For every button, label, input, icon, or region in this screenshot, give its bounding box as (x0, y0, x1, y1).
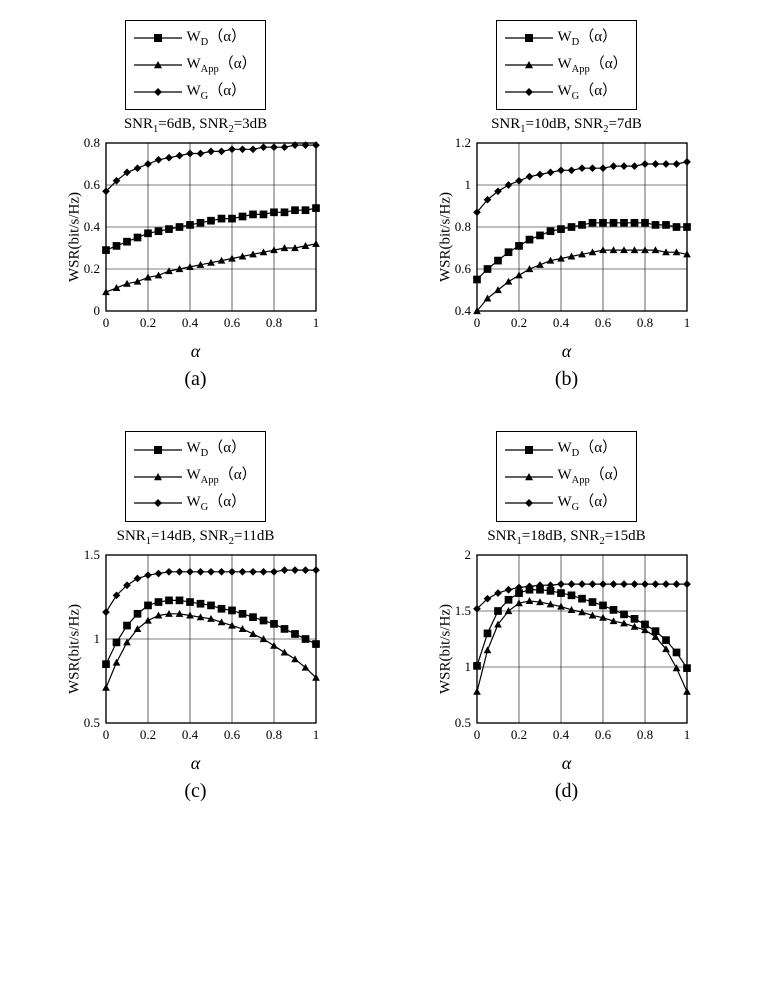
legend-label: WApp（α） (557, 463, 627, 490)
svg-text:0.5: 0.5 (454, 715, 470, 730)
caption: (b) (555, 368, 578, 391)
svg-text:1: 1 (312, 315, 319, 330)
legend-label: WG（α） (557, 79, 617, 106)
legend-label: WG（α） (186, 79, 246, 106)
subtitle: SNR1=18dB, SNR2=15dB (487, 528, 645, 547)
legend: WD（α） WApp（α） WG（α） (125, 431, 265, 521)
legend-row: WApp（α） (505, 463, 627, 490)
chart-c: 0 0.2 0.4 0.6 0.8 1 0.5 1 1.5 (66, 549, 326, 749)
svg-text:1.2: 1.2 (454, 137, 470, 150)
legend-row: WD（α） (505, 25, 627, 52)
svg-text:1: 1 (312, 727, 319, 742)
caption: (a) (184, 368, 206, 391)
svg-text:1: 1 (683, 315, 690, 330)
xlabel: α (562, 753, 571, 774)
legend-label: WG（α） (186, 490, 246, 517)
svg-text:0.6: 0.6 (594, 315, 611, 330)
panel-b: WD（α） WApp（α） WG（α） SNR1=10dB, SNR2=7dB … (391, 20, 742, 391)
svg-text:0.6: 0.6 (223, 727, 240, 742)
legend-label: WD（α） (557, 25, 617, 52)
legend-row: WD（α） (134, 25, 256, 52)
caption: (c) (184, 780, 206, 803)
svg-text:0.2: 0.2 (83, 261, 99, 276)
xlabel: α (562, 341, 571, 362)
xlabel: α (191, 753, 200, 774)
svg-text:0.6: 0.6 (454, 261, 471, 276)
subtitle: SNR1=14dB, SNR2=11dB (117, 528, 275, 547)
chart-wrap: WSR(bit/s/Hz) 0 0.2 0.4 0.6 0.8 1 0.4 0.6 0.8 1 1.… (437, 137, 697, 337)
legend: WD（α） WApp（α） WG（α） (125, 20, 265, 110)
legend-row: WApp（α） (505, 52, 627, 79)
legend-label: WD（α） (186, 25, 246, 52)
svg-text:0: 0 (102, 315, 109, 330)
chart-grid: WD（α） WApp（α） WG（α） SNR1=6dB, SNR2=3dB W… (20, 20, 742, 803)
panel-a: WD（α） WApp（α） WG（α） SNR1=6dB, SNR2=3dB W… (20, 20, 371, 391)
svg-text:1: 1 (464, 177, 471, 192)
legend-label: WG（α） (557, 490, 617, 517)
svg-text:0.2: 0.2 (510, 315, 526, 330)
svg-text:0.8: 0.8 (636, 315, 652, 330)
svg-text:0.4: 0.4 (181, 315, 198, 330)
panel-d: WD（α） WApp（α） WG（α） SNR1=18dB, SNR2=15dB… (391, 431, 742, 802)
ylabel: WSR(bit/s/Hz) (437, 192, 454, 282)
svg-text:0.8: 0.8 (265, 315, 281, 330)
legend-row: WD（α） (134, 436, 256, 463)
svg-text:1: 1 (683, 727, 690, 742)
ylabel: WSR(bit/s/Hz) (437, 604, 454, 694)
svg-text:0.8: 0.8 (265, 727, 281, 742)
legend-label: WApp（α） (557, 52, 627, 79)
legend-row: WD（α） (505, 436, 627, 463)
svg-text:0.6: 0.6 (223, 315, 240, 330)
svg-text:0: 0 (473, 727, 480, 742)
subtitle: SNR1=10dB, SNR2=7dB (491, 116, 642, 135)
legend-label: WD（α） (186, 436, 246, 463)
legend-label: WApp（α） (186, 463, 256, 490)
legend: WD（α） WApp（α） WG（α） (496, 20, 636, 110)
svg-text:0.4: 0.4 (83, 219, 100, 234)
chart-b: 0 0.2 0.4 0.6 0.8 1 0.4 0.6 0.8 1 1.2 (437, 137, 697, 337)
svg-text:2: 2 (464, 549, 471, 562)
xlabel: α (191, 341, 200, 362)
svg-text:0.5: 0.5 (83, 715, 99, 730)
legend: WD（α） WApp（α） WG（α） (496, 431, 636, 521)
svg-text:0.8: 0.8 (83, 137, 99, 150)
svg-text:0.2: 0.2 (139, 727, 155, 742)
ylabel: WSR(bit/s/Hz) (66, 604, 83, 694)
svg-text:0.8: 0.8 (636, 727, 652, 742)
legend-row: WApp（α） (134, 463, 256, 490)
svg-text:0: 0 (102, 727, 109, 742)
chart-d: 0 0.2 0.4 0.6 0.8 1 0.5 1 1.5 2 (437, 549, 697, 749)
svg-text:0: 0 (473, 315, 480, 330)
legend-row: WG（α） (134, 79, 256, 106)
legend-row: WG（α） (505, 79, 627, 106)
svg-text:1: 1 (93, 631, 100, 646)
legend-row: WG（α） (505, 490, 627, 517)
chart-wrap: WSR(bit/s/Hz) 0 0.2 0.4 0.6 0.8 1 0 0.2 0.4 0.6 0.… (66, 137, 326, 337)
svg-text:1.5: 1.5 (83, 549, 99, 562)
legend-row: WApp（α） (134, 52, 256, 79)
svg-text:0.4: 0.4 (552, 315, 569, 330)
svg-text:0.4: 0.4 (552, 727, 569, 742)
chart-a: 0 0.2 0.4 0.6 0.8 1 0 0.2 0.4 0.6 0.8 (66, 137, 326, 337)
svg-text:0: 0 (93, 303, 100, 318)
subtitle: SNR1=6dB, SNR2=3dB (124, 116, 267, 135)
svg-text:0.6: 0.6 (594, 727, 611, 742)
svg-text:0.8: 0.8 (454, 219, 470, 234)
chart-wrap: WSR(bit/s/Hz) 0 0.2 0.4 0.6 0.8 1 0.5 1 1.5 2 (437, 549, 697, 749)
panel-c: WD（α） WApp（α） WG（α） SNR1=14dB, SNR2=11dB… (20, 431, 371, 802)
svg-text:0.2: 0.2 (510, 727, 526, 742)
chart-wrap: WSR(bit/s/Hz) 0 0.2 0.4 0.6 0.8 1 0.5 1 1.5 (66, 549, 326, 749)
legend-row: WG（α） (134, 490, 256, 517)
svg-text:0.4: 0.4 (454, 303, 471, 318)
svg-text:0.4: 0.4 (181, 727, 198, 742)
svg-text:1.5: 1.5 (454, 603, 470, 618)
legend-label: WApp（α） (186, 52, 256, 79)
legend-label: WD（α） (557, 436, 617, 463)
svg-text:0.2: 0.2 (139, 315, 155, 330)
svg-text:0.6: 0.6 (83, 177, 100, 192)
ylabel: WSR(bit/s/Hz) (66, 192, 83, 282)
caption: (d) (555, 780, 578, 803)
svg-text:1: 1 (464, 659, 471, 674)
